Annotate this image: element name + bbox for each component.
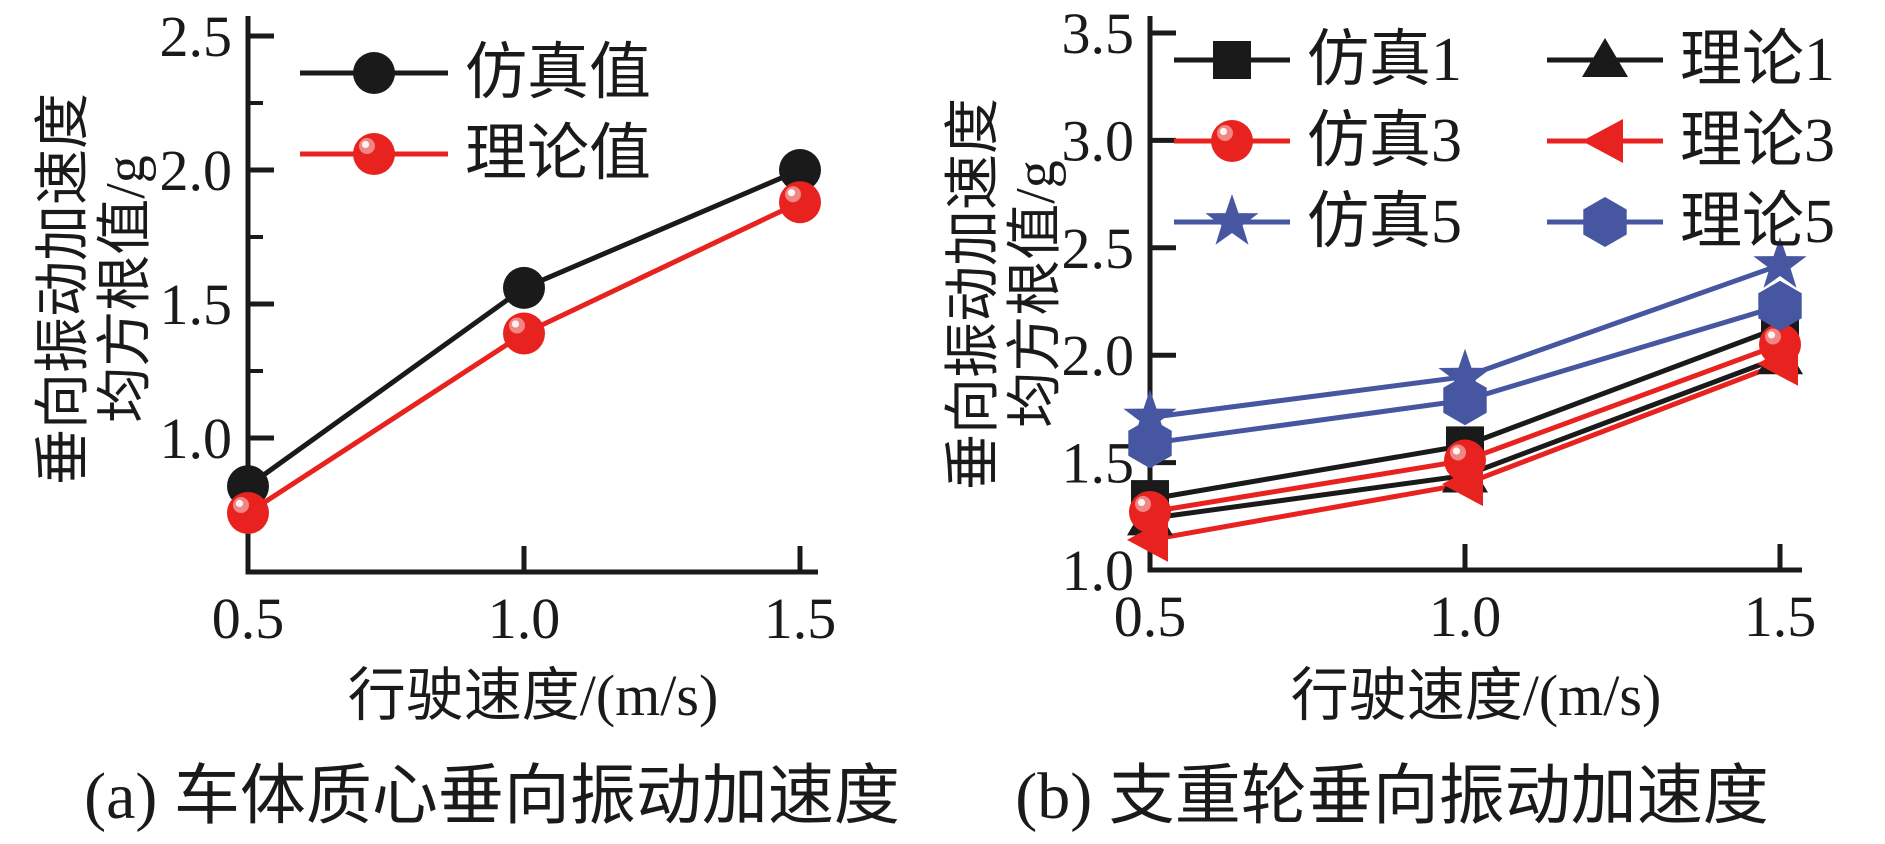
marker-triangle-left: [1442, 462, 1483, 507]
legend-marker-triangle-left: [1547, 119, 1663, 163]
chart-a-legend: 仿真值 理论值: [298, 39, 652, 208]
x-tick-label: 1.0: [1429, 584, 1502, 649]
chart-b-y-axis-label: 垂向振动加速度 均方根值/g: [943, 59, 1067, 529]
marker-gloss-core: [361, 140, 370, 149]
legend-marker-circle-gloss: [300, 133, 448, 175]
legend-item-理论5: 理论5: [1545, 188, 1872, 256]
marker-triangle-left: [1757, 341, 1798, 386]
marker-circle: [779, 149, 821, 191]
y-tick-label: 3.0: [1062, 108, 1135, 173]
legend-item-仿真5: 仿真5: [1172, 188, 1499, 256]
chart-a-y-axis-label: 垂向振动加速度 均方根值/g: [33, 54, 157, 524]
marker-triangle-left: [1127, 517, 1168, 562]
marker-circle-gloss: [1211, 120, 1253, 162]
chart-b-caption: (b) 支重轮垂向振动加速度: [1015, 760, 1769, 833]
marker-star: [1123, 389, 1177, 441]
chart-a-y-axis-label-line1: 垂向振动加速度: [33, 93, 95, 485]
y-tick-label: 2.5: [160, 4, 233, 69]
legend-label: 仿真1: [1307, 26, 1463, 94]
x-tick-label: 0.5: [212, 586, 285, 651]
marker-star: [1438, 348, 1492, 400]
marker-circle: [353, 52, 395, 94]
legend-marker-circle-gloss: [1174, 120, 1290, 162]
chart-a-axes: [245, 16, 818, 575]
y-tick-label: 2.5: [1062, 216, 1135, 281]
y-tick-label: 1.0: [1062, 538, 1135, 603]
chart-b-legend: 仿真1 理论1 仿真3 理论3 仿真5 理论5: [1172, 26, 1872, 276]
marker-star: [1205, 194, 1259, 245]
chart-a-caption: (a) 车体质心垂向振动加速度: [84, 760, 900, 833]
y-tick-label: 1.5: [1062, 431, 1135, 496]
legend-label: 仿真值: [465, 39, 652, 107]
chart-b-x-axis-label: 行驶速度/(m/s): [1290, 663, 1662, 728]
x-tick-label: 1.5: [764, 586, 837, 651]
legend-item-仿真1: 仿真1: [1172, 26, 1499, 94]
legend-row: 仿真1 理论1: [1172, 26, 1872, 94]
legend-marker-star: [1174, 194, 1290, 245]
series-line-理论值: [246, 199, 802, 516]
legend-marker-circle: [300, 52, 448, 94]
marker-gloss-core: [1137, 498, 1146, 507]
marker-gloss-core: [1767, 331, 1776, 339]
marker-circle: [503, 266, 545, 309]
legend-marker-triangle-up: [1547, 38, 1663, 77]
legend-item-仿真3: 仿真3: [1172, 107, 1499, 175]
marker-gloss-core: [787, 189, 796, 197]
legend-label: 理论1: [1680, 26, 1836, 94]
legend-marker-hexagon: [1547, 197, 1663, 247]
marker-circle-gloss: [503, 312, 545, 355]
marker-triangle-left: [1582, 119, 1623, 163]
marker-gloss-core: [1219, 127, 1228, 136]
chart-a-y-axis-label-line2: 均方根值/g: [95, 155, 157, 423]
chart-b-y-axis-label-line2: 均方根值/g: [1005, 160, 1067, 428]
y-tick-label: 2.0: [160, 138, 233, 203]
marker-hexagon: [1758, 280, 1802, 331]
marker-circle-gloss: [227, 492, 269, 534]
marker-hexagon: [1443, 375, 1487, 426]
marker-hexagon: [1128, 418, 1172, 469]
legend-item-理论3: 理论3: [1545, 107, 1872, 175]
y-tick-label: 3.5: [1062, 1, 1135, 66]
legend-label: 理论值: [465, 120, 652, 188]
legend-label: 理论5: [1680, 188, 1836, 256]
x-tick-label: 1.5: [1744, 584, 1817, 649]
x-tick-label: 0.5: [1114, 584, 1187, 649]
legend-label: 理论3: [1680, 107, 1836, 175]
legend-label: 仿真3: [1307, 107, 1463, 175]
chart-b-y-axis-label-line1: 垂向振动加速度: [943, 98, 1005, 490]
chart-a-x-axis-label: 行驶速度/(m/s): [347, 663, 719, 728]
marker-circle-gloss: [353, 133, 395, 175]
marker-triangle-up: [1582, 38, 1628, 77]
x-tick-label: 1.0: [488, 586, 561, 651]
marker-square: [1213, 41, 1251, 79]
marker-gloss-core: [235, 499, 244, 508]
legend-item-仿真值: 仿真值: [298, 39, 652, 107]
marker-gloss-core: [511, 320, 520, 328]
y-tick-label: 2.0: [1062, 323, 1135, 388]
marker-hexagon: [1583, 197, 1627, 247]
legend-item-理论值: 理论值: [298, 120, 652, 188]
y-tick-label: 1.0: [160, 406, 233, 471]
legend-item-理论1: 理论1: [1545, 26, 1872, 94]
legend-marker-square: [1174, 41, 1290, 79]
marker-star: [1753, 237, 1807, 288]
legend-row: 仿真3 理论3: [1172, 107, 1872, 175]
marker-circle-gloss: [779, 181, 821, 224]
legend-row: 仿真值: [298, 39, 652, 107]
legend-row: 理论值: [298, 120, 652, 188]
legend-row: 仿真5 理论5: [1172, 188, 1872, 256]
marker-gloss-core: [1452, 447, 1461, 455]
legend-label: 仿真5: [1307, 188, 1463, 256]
y-tick-label: 1.5: [160, 272, 233, 337]
